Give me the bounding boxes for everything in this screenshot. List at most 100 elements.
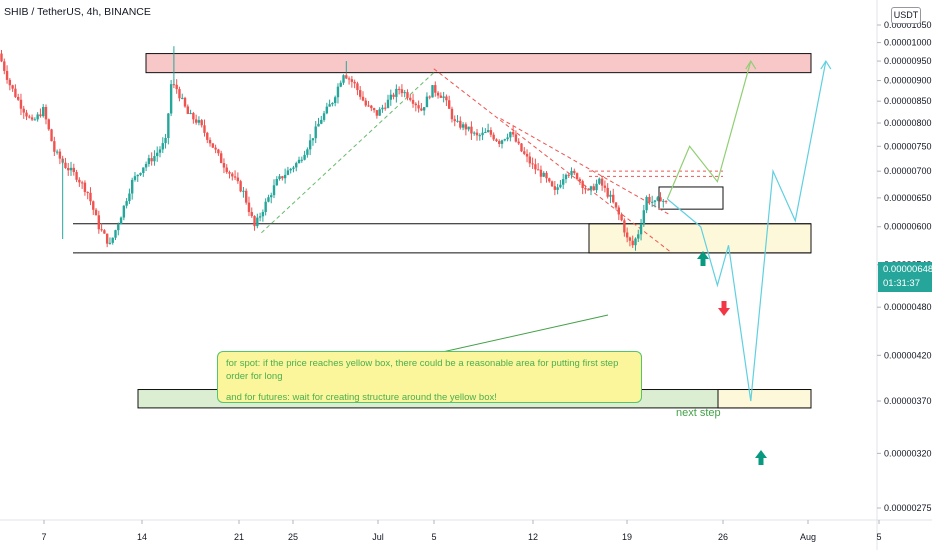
candle-body bbox=[589, 186, 593, 190]
candle-body bbox=[89, 192, 92, 202]
candle-body bbox=[606, 187, 609, 197]
candle-body bbox=[183, 97, 187, 107]
candle-body bbox=[534, 164, 537, 170]
candle-body bbox=[69, 167, 73, 171]
candle-body bbox=[181, 97, 184, 99]
candle-body bbox=[609, 194, 612, 197]
up-arrow-signal bbox=[697, 251, 709, 266]
candle-body bbox=[517, 141, 520, 144]
candle-body bbox=[650, 201, 654, 203]
candle-body bbox=[503, 139, 506, 141]
time-tick-label: 19 bbox=[622, 532, 632, 542]
candle-body bbox=[662, 200, 665, 202]
candle-body bbox=[442, 96, 445, 98]
candle-body bbox=[359, 90, 362, 97]
time-tick-label: 21 bbox=[234, 532, 244, 542]
price-tick-label: 0.00000900 bbox=[884, 76, 932, 86]
trendline-up bbox=[261, 72, 435, 234]
candle-body bbox=[384, 107, 387, 109]
candle-body bbox=[233, 176, 237, 178]
candle-body bbox=[389, 94, 392, 100]
candle-body bbox=[625, 232, 629, 238]
candle-body bbox=[417, 105, 420, 109]
currency-badge[interactable]: USDT bbox=[891, 7, 921, 24]
candle-body bbox=[620, 214, 623, 221]
candle-body bbox=[295, 163, 298, 168]
candle-body bbox=[431, 85, 434, 98]
candle-body bbox=[406, 92, 409, 98]
last-price-tag: 0.00000648 01:31:37 bbox=[878, 262, 932, 292]
candle-body bbox=[353, 81, 356, 84]
candle-body bbox=[328, 104, 331, 107]
candle-body bbox=[114, 230, 117, 238]
candle-body bbox=[156, 152, 159, 157]
candle-body bbox=[567, 174, 570, 176]
candle-body bbox=[325, 106, 329, 114]
note-line-1: for spot: if the price reaches yellow bo… bbox=[226, 358, 619, 382]
candle-body bbox=[231, 173, 234, 177]
candle-body bbox=[178, 89, 181, 99]
annotation-note[interactable]: for spot: if the price reaches yellow bo… bbox=[217, 351, 642, 403]
candle-body bbox=[133, 176, 137, 180]
candle-body bbox=[147, 158, 151, 164]
candle-body bbox=[473, 132, 476, 134]
candle-body bbox=[130, 179, 134, 194]
candle-body bbox=[645, 197, 648, 211]
candle-body bbox=[559, 184, 562, 188]
candle-body bbox=[172, 84, 176, 86]
time-tick-label: 5 bbox=[876, 532, 881, 542]
candle-body bbox=[67, 167, 70, 171]
projection-green bbox=[666, 60, 752, 200]
candle-body bbox=[261, 212, 265, 217]
candle-body bbox=[456, 120, 459, 122]
candle-body bbox=[361, 96, 365, 101]
candle-body bbox=[434, 85, 437, 93]
candle-body bbox=[5, 70, 9, 80]
candle-body bbox=[158, 149, 162, 153]
candle-body bbox=[314, 126, 317, 139]
current-box bbox=[658, 186, 724, 210]
candle-body bbox=[628, 237, 632, 241]
candle-body bbox=[392, 94, 395, 97]
candle-body bbox=[464, 124, 468, 130]
price-tick-label: 0.00001050 bbox=[884, 20, 932, 30]
candle-body bbox=[370, 105, 373, 109]
candle-body bbox=[339, 82, 342, 87]
candles-layer bbox=[0, 46, 668, 251]
candle-body bbox=[0, 53, 3, 62]
candle-body bbox=[664, 200, 668, 202]
candle-body bbox=[322, 113, 326, 120]
candle-body bbox=[53, 141, 56, 152]
candle-body bbox=[495, 139, 498, 142]
candle-body bbox=[86, 191, 89, 193]
time-tick-label: 26 bbox=[718, 532, 728, 542]
candle-body bbox=[481, 132, 484, 136]
candle-body bbox=[25, 112, 28, 117]
candle-body bbox=[47, 119, 50, 130]
candle-body bbox=[445, 96, 448, 101]
candle-body bbox=[28, 116, 31, 118]
candle-body bbox=[345, 75, 348, 79]
price-tick-label: 0.00000320 bbox=[884, 448, 932, 458]
candle-body bbox=[528, 156, 532, 164]
candle-body bbox=[475, 132, 479, 136]
candle-body bbox=[192, 113, 195, 120]
candle-body bbox=[375, 110, 379, 116]
candle-body bbox=[253, 216, 256, 227]
candle-body bbox=[492, 134, 495, 140]
candle-body bbox=[450, 108, 454, 120]
candle-body bbox=[242, 190, 245, 192]
candle-body bbox=[484, 131, 487, 133]
candle-body bbox=[97, 215, 101, 230]
candle-body bbox=[333, 97, 337, 104]
candle-body bbox=[489, 130, 493, 135]
candle-body bbox=[470, 126, 473, 134]
candle-body bbox=[381, 107, 384, 110]
time-tick-label: 7 bbox=[41, 532, 46, 542]
candle-body bbox=[244, 190, 248, 203]
arrowhead-green bbox=[745, 59, 757, 70]
candle-body bbox=[55, 151, 59, 153]
